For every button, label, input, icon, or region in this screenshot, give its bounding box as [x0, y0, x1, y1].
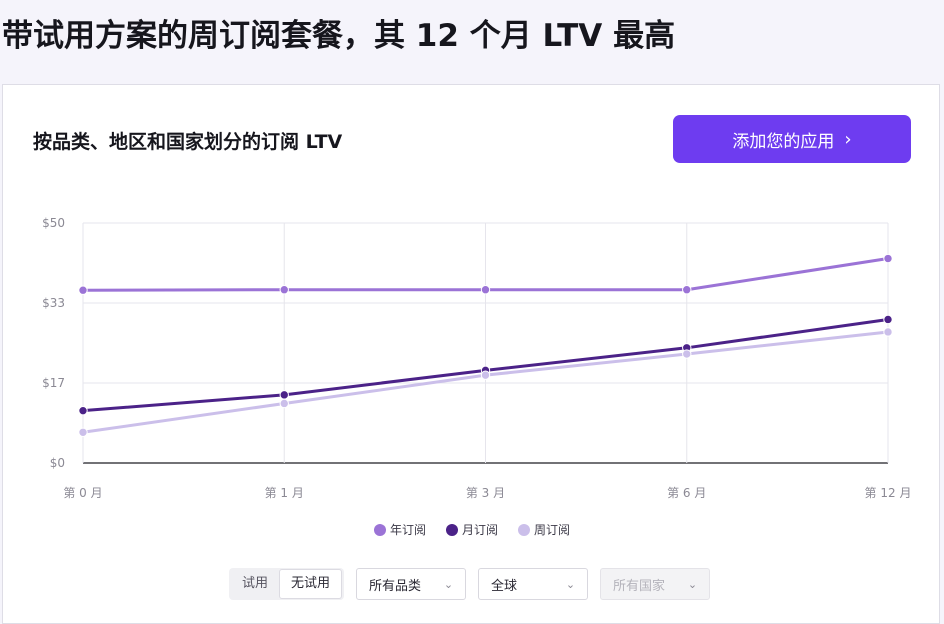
data-point [883, 253, 893, 264]
legend-item[interactable]: 月订阅 [445, 521, 498, 538]
page-headline: 带试用方案的周订阅套餐，其 12 个月 LTV 最高 [2, 18, 676, 54]
trial-option-trial[interactable]: 试用 [242, 576, 269, 591]
legend-label: 月订阅 [461, 523, 498, 537]
data-point [682, 349, 692, 359]
legend-label: 年订阅 [389, 523, 426, 537]
trial-toggle: 试用 无试用 [229, 568, 345, 600]
chart-legend: 年订阅 月订阅 周订阅 [3, 521, 941, 538]
data-point [279, 285, 289, 295]
data-point [480, 370, 491, 380]
chevron-down-icon: ⌄ [443, 577, 454, 591]
country-select: 所有国家 ⌄ [600, 568, 711, 600]
data-point [78, 405, 88, 416]
y-tick-label: $17 [42, 376, 65, 390]
data-point [883, 314, 893, 325]
legend-swatch [373, 523, 386, 536]
data-point [78, 427, 88, 437]
add-app-button[interactable]: 添加您的应用 › [673, 115, 911, 163]
ltv-line-chart: $0 $17 $33 $50 第 0 月 第 1 月 第 3 月 第 6 月 第 12 月 [42, 216, 912, 500]
add-app-button-label: 添加您的应用 [732, 131, 835, 152]
x-tick-label: 第 6 月 [667, 486, 706, 500]
category-select-value: 所有品类 [369, 578, 422, 594]
legend-swatch [518, 523, 530, 536]
legend-label: 周订阅 [534, 523, 571, 537]
chevron-down-icon: ⌄ [565, 577, 576, 591]
data-point [279, 390, 289, 400]
y-tick-label: $33 [42, 296, 65, 310]
chevron-right-icon: › [844, 128, 852, 150]
data-point [480, 285, 491, 295]
trial-option-no-trial[interactable]: 无试用 [279, 569, 343, 599]
y-tick-label: $50 [42, 216, 65, 230]
x-tick-label: 第 1 月 [265, 486, 304, 500]
legend-item[interactable]: 周订阅 [518, 521, 570, 538]
region-select-value: 全球 [491, 578, 518, 594]
legend-item[interactable]: 年订阅 [373, 521, 426, 538]
filter-bar: 试用 无试用 所有品类 ⌄ 全球 ⌄ 所有国家 ⌄ [229, 567, 711, 601]
chevron-down-icon: ⌄ [687, 577, 698, 591]
y-tick-label: $0 [50, 456, 65, 470]
x-tick-label: 第 0 月 [63, 486, 102, 500]
legend-swatch [445, 523, 458, 536]
country-select-value: 所有国家 [613, 578, 666, 594]
data-point [279, 398, 289, 409]
ltv-card: 按品类、地区和国家划分的订阅 LTV 添加您的应用 › $0 $17 $33 $50 第… [2, 84, 940, 624]
x-tick-label: 第 3 月 [466, 486, 505, 500]
card-title: 按品类、地区和国家划分的订阅 LTV [33, 131, 343, 153]
region-select[interactable]: 全球 ⌄ [478, 568, 589, 600]
data-point [883, 327, 893, 337]
category-select[interactable]: 所有品类 ⌄ [356, 568, 467, 600]
data-point [78, 285, 88, 295]
x-tick-label: 第 12 月 [865, 486, 912, 500]
data-point [682, 285, 692, 295]
